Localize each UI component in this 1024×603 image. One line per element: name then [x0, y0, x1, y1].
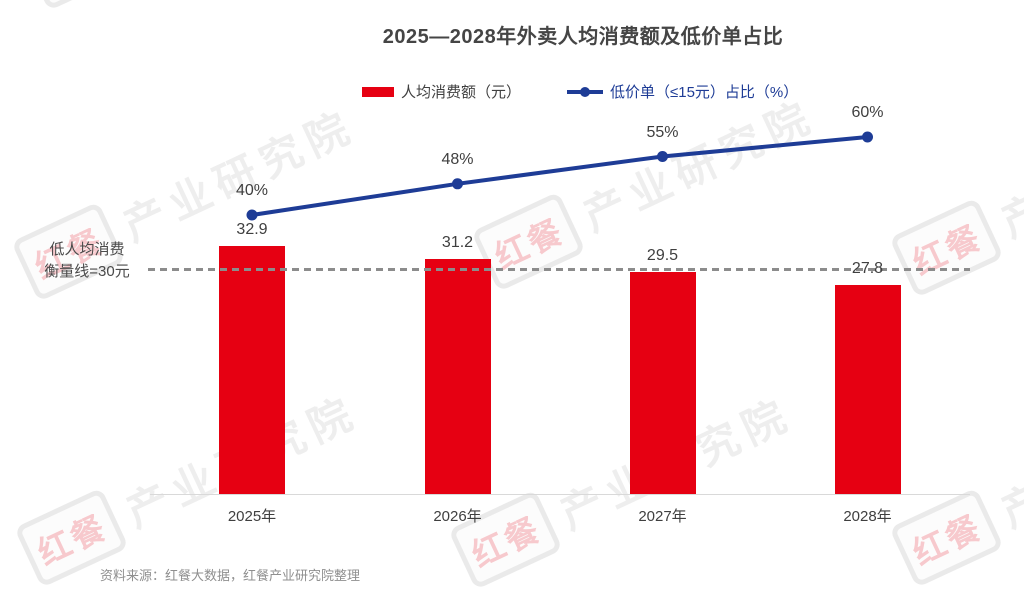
bar-series-swatch [362, 86, 394, 97]
line-value-label: 60% [851, 104, 884, 121]
bar-2026年 [424, 258, 491, 494]
data-source-note: 资料来源：红餐大数据，红餐产业研究院整理 [100, 568, 361, 583]
bar-2025年 [219, 246, 285, 494]
line-series-swatch [567, 86, 604, 97]
reference-line-note: 低人均消费 衡量线=30元 [28, 239, 146, 283]
line-swatch-dot [580, 86, 591, 97]
x-axis-label: 2028年 [843, 508, 892, 525]
bar-2028年 [834, 284, 901, 494]
bar-value-label: 31.2 [441, 233, 474, 251]
trend-point [862, 131, 873, 143]
reference-note-line2: 衡量线=30元 [44, 263, 130, 280]
line-value-label: 48% [441, 150, 474, 168]
bar-value-label: 32.9 [236, 221, 268, 239]
legend: 人均消费额（元） 低价单（≤15元）占比（%） [362, 81, 798, 102]
legend-item-line: 低价单（≤15元）占比（%） [567, 81, 798, 102]
title-row: 2025—2028年外卖人均消费额及低价单占比 [71, 20, 1024, 49]
trend-point [657, 151, 668, 162]
bar-2027年 [629, 271, 696, 494]
line-series-label: 低价单（≤15元）占比（%） [610, 84, 799, 101]
line-value-label: 55% [646, 123, 679, 141]
bar-series-label: 人均消费额（元） [401, 84, 522, 101]
bar-value-label: 27.8 [851, 259, 884, 277]
x-axis-label: 2027年 [638, 508, 687, 525]
x-axis-label: 2025年 [227, 508, 277, 525]
reference-note-line1: 低人均消费 [49, 241, 125, 258]
legend-item-bar: 人均消费额（元） [362, 81, 521, 102]
bar-value-label: 29.5 [646, 246, 679, 264]
chart-title: 2025—2028年外卖人均消费额及低价单占比 [382, 26, 784, 48]
line-value-label: 40% [235, 182, 269, 199]
trend-point [452, 178, 463, 190]
trend-point [246, 209, 258, 221]
trend-line [251, 135, 868, 217]
